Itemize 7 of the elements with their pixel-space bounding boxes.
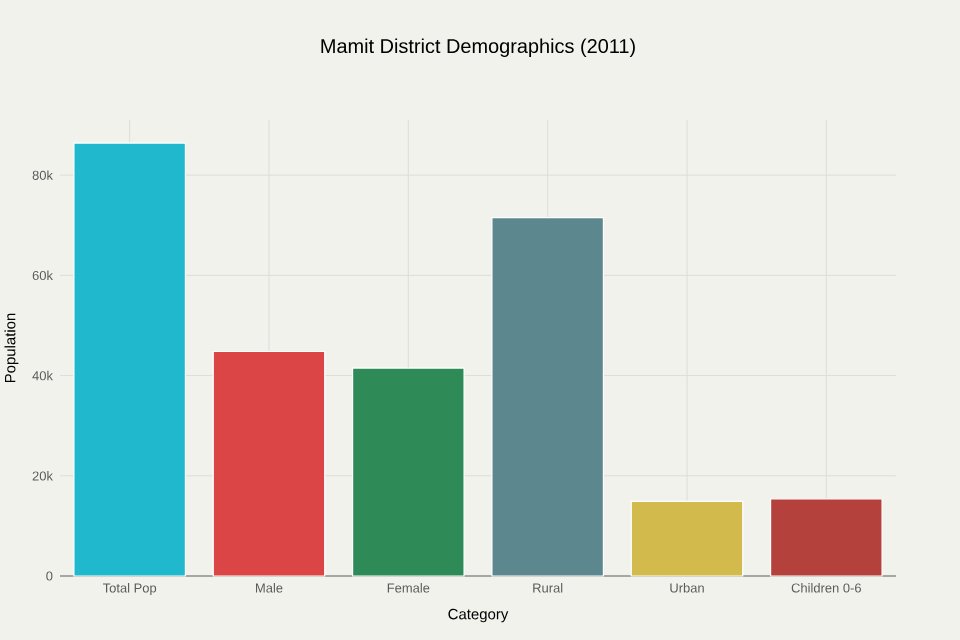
bar [630, 500, 744, 577]
bar [73, 142, 186, 577]
bar [212, 350, 326, 577]
bar [351, 367, 465, 577]
bar [769, 498, 883, 577]
chart-title: Mamit District Demographics (2011) [321, 38, 635, 58]
bar [491, 217, 604, 577]
